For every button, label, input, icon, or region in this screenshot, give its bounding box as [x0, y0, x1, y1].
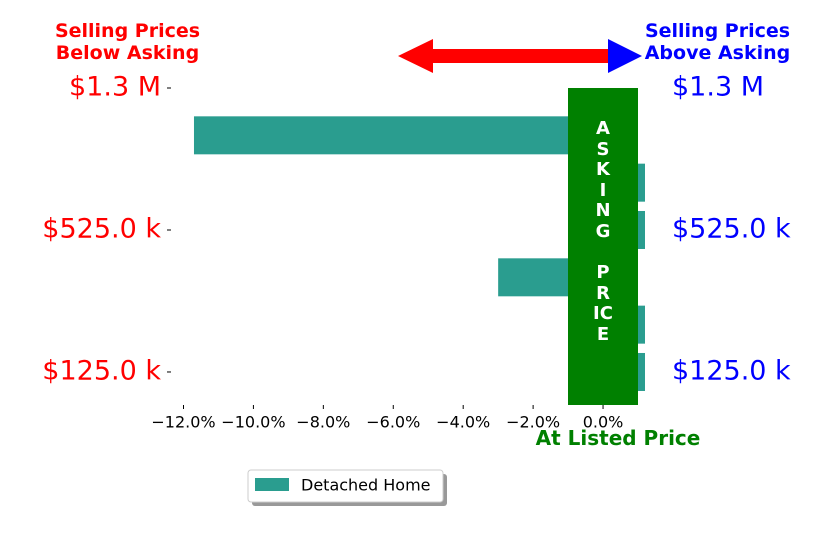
y-tick-label-right: $125.0 k	[672, 355, 791, 386]
x-tick-label: −10.0%	[221, 413, 285, 432]
above-note: Selling Prices Above Asking	[644, 20, 791, 64]
y-tick-label-right: $1.3 M	[672, 72, 764, 103]
x-tick-label: −8.0%	[296, 413, 350, 432]
listed-note: At Listed Price	[535, 426, 701, 450]
bar	[193, 116, 604, 155]
below-note: Selling Prices Below Asking	[54, 20, 201, 64]
arrow-left	[398, 39, 612, 73]
x-tick-label: −2.0%	[506, 413, 560, 432]
x-tick-label: −12.0%	[151, 413, 215, 432]
x-tick-label: −6.0%	[366, 413, 420, 432]
arrow-right	[608, 39, 642, 73]
x-tick-label: 0.0%	[583, 413, 624, 432]
y-tick-label: $125.0 k	[42, 355, 161, 386]
asking-box	[568, 88, 638, 405]
y-tick-label-right: $525.0 k	[672, 213, 791, 244]
asking-label: ASKING	[595, 118, 611, 242]
y-tick-label: $525.0 k	[42, 213, 161, 244]
legend-box	[247, 469, 444, 503]
legend-label: Detached Home	[301, 476, 431, 495]
y-tick-label: $1.3 M	[69, 72, 161, 103]
legend-swatch	[255, 478, 289, 491]
asking-label: PRICE	[593, 262, 613, 345]
x-tick-label: −4.0%	[436, 413, 490, 432]
